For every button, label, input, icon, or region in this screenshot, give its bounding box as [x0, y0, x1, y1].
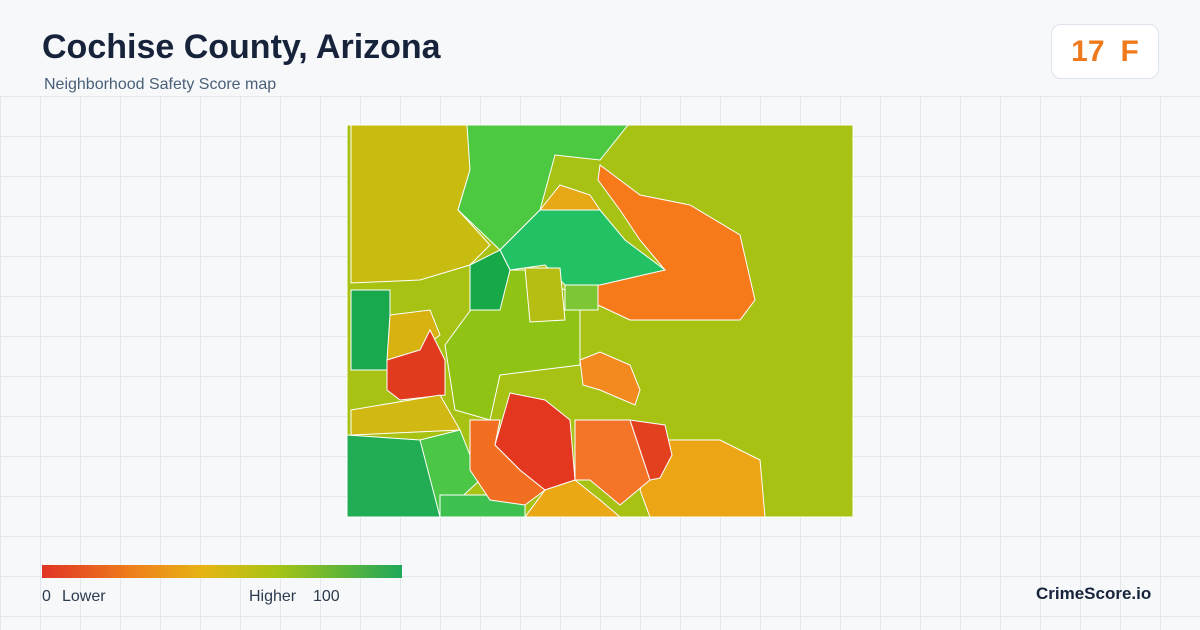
legend-max: 100 [313, 588, 340, 605]
region [538, 184, 601, 211]
title: Cochise County, Arizona [42, 28, 441, 66]
score-badge: 17 F [1051, 24, 1159, 79]
score-grade: F [1120, 34, 1139, 68]
region [629, 419, 673, 481]
legend-max-label: Higher [249, 588, 297, 605]
header: Cochise County, Arizona Neighborhood Saf… [0, 0, 1200, 97]
legend-min: 0 [42, 588, 51, 605]
region [386, 328, 446, 401]
region [524, 479, 622, 518]
region [469, 249, 511, 311]
region [524, 267, 566, 323]
legend-gradient [42, 565, 402, 578]
score-value: 17 [1071, 34, 1105, 68]
region [350, 289, 391, 371]
region [639, 439, 766, 518]
brand: CrimeScore.io [1036, 584, 1152, 603]
region [564, 284, 599, 311]
legend-min-label: Lower [62, 588, 106, 605]
subtitle: Neighborhood Safety Score map [44, 76, 277, 93]
region [579, 351, 641, 406]
